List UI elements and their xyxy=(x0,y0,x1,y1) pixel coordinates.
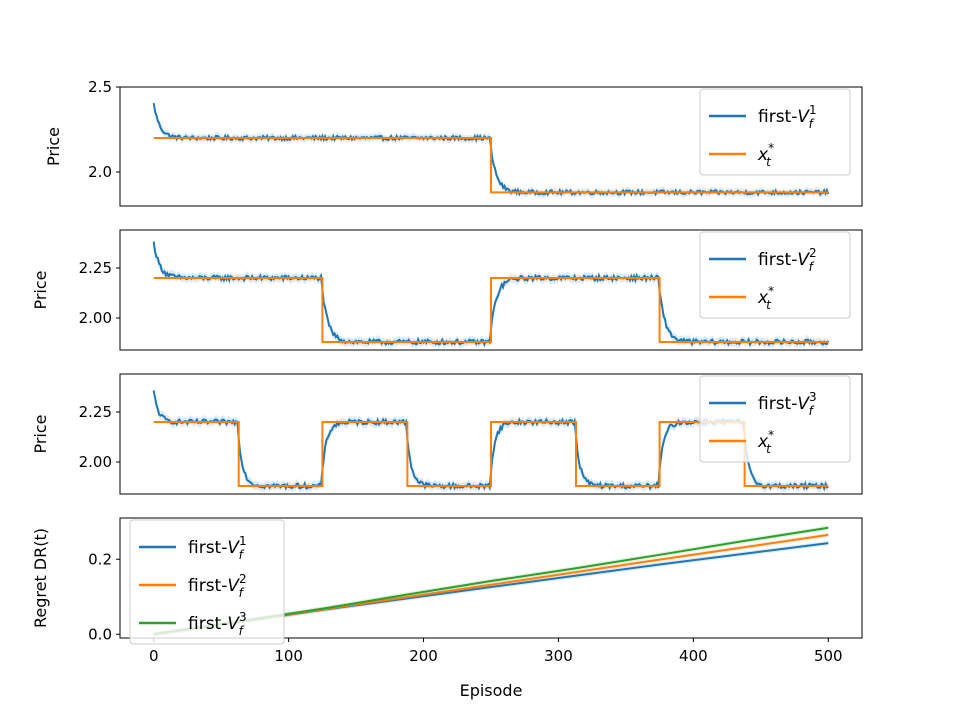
axes-frame xyxy=(119,373,863,495)
legend-label-1: first-V2 f xyxy=(758,246,817,274)
legend-label-1: first-V3 f xyxy=(758,390,817,418)
y-tick-label: 0.2 xyxy=(88,550,112,568)
y-axis-label: Regret DR(t) xyxy=(31,528,50,628)
legend: first-V3 f x* t xyxy=(699,375,851,463)
x-tick-label: 400 xyxy=(679,647,708,665)
legend-frame xyxy=(699,88,851,176)
y-tick-label: 2.00 xyxy=(79,309,112,327)
legend: first-V2 f x* t xyxy=(699,231,851,319)
y-tick-label: 2.25 xyxy=(79,259,112,277)
legend-label-2: x* t xyxy=(757,141,774,169)
legend-frame xyxy=(699,375,851,463)
y-tick-label: 2.5 xyxy=(88,78,112,96)
legend-label-2: x* t xyxy=(757,428,774,456)
series-line-target xyxy=(153,137,829,194)
axes-frame xyxy=(119,86,863,207)
chart-panel-2: 2.00 2.25 Price first-V2 f x* t xyxy=(31,229,863,351)
chart-panel-1: 2.0 2.5 Price first-V1 f x* t xyxy=(44,78,863,207)
x-tick-label: 500 xyxy=(814,647,843,665)
chart-panel-4: 0.0 0.2 Regret DR(t) 0 100 200 300 400 500 Episod… xyxy=(31,517,863,700)
x-tick-label: 200 xyxy=(409,647,438,665)
y-axis-label: Price xyxy=(44,127,63,166)
x-tick-label: 300 xyxy=(544,647,573,665)
legend: first-V1 f x* t xyxy=(699,88,851,176)
y-tick-label: 2.0 xyxy=(88,163,112,181)
legend-frame xyxy=(699,231,851,319)
legend-label-2: first-V2 f xyxy=(188,572,247,600)
y-tick-label: 2.25 xyxy=(79,403,112,421)
y-axis-label: Price xyxy=(31,414,50,453)
axes-frame xyxy=(119,517,863,639)
chart-panel-3: 2.00 2.25 Price first-V3 f x* t xyxy=(31,373,863,495)
x-axis-label: Episode xyxy=(460,681,523,700)
axes-frame xyxy=(119,229,863,351)
legend-label-1: first-V1 f xyxy=(758,103,817,131)
legend: first-V1 f first-V2 f first-V3 f xyxy=(129,519,285,645)
y-tick-label: 2.00 xyxy=(79,453,112,471)
plot-area xyxy=(152,99,830,199)
legend-label-2: x* t xyxy=(757,284,774,312)
x-tick-label: 100 xyxy=(274,647,303,665)
legend-label-3: first-V3 f xyxy=(188,610,247,638)
legend-frame xyxy=(129,519,285,645)
series-line-target xyxy=(153,277,829,343)
plot-area xyxy=(152,237,830,349)
x-tick-label: 0 xyxy=(149,647,159,665)
y-axis-label: Price xyxy=(31,270,50,309)
y-tick-label: 0.0 xyxy=(88,625,112,643)
legend-label-1: first-V1 f xyxy=(188,534,247,562)
